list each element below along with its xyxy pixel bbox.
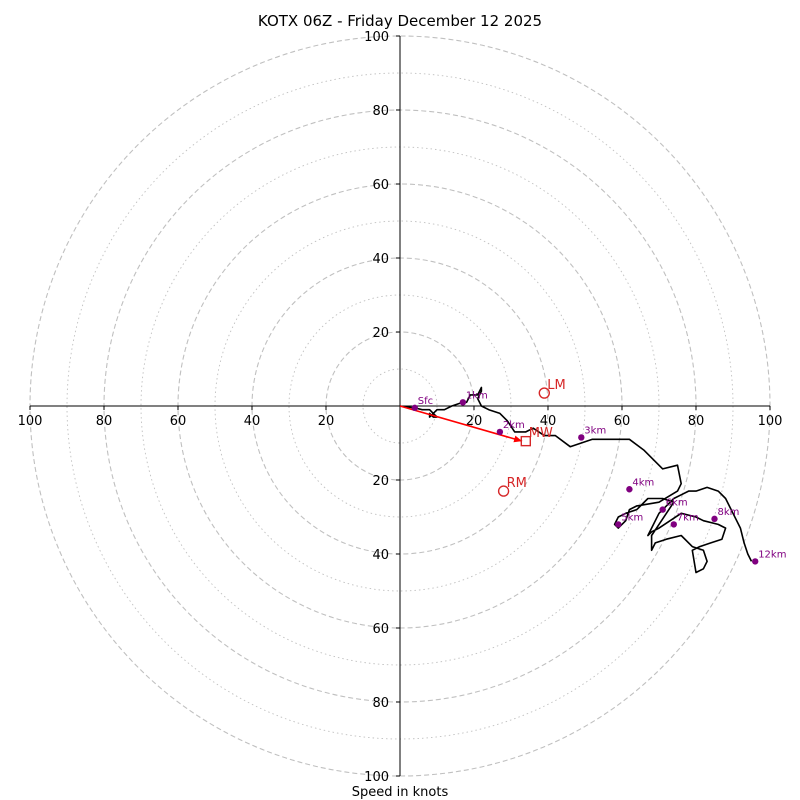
- x-axis-label: Speed in knots: [352, 785, 449, 800]
- height-label-4km: 4km: [632, 477, 654, 488]
- x-tick-label: 20: [466, 414, 483, 429]
- height-marker-1km: [459, 399, 467, 406]
- height-label-3km: 3km: [584, 425, 606, 436]
- x-tick-label: 40: [244, 414, 261, 429]
- storm-motion-rm-marker: [497, 485, 510, 497]
- y-tick-label: 40: [372, 548, 389, 563]
- y-tick-label: 20: [372, 474, 389, 489]
- x-tick-label: 60: [614, 414, 631, 429]
- storm-motion-lm-label: LM: [547, 378, 565, 393]
- y-tick-label: 60: [372, 178, 389, 193]
- x-tick-label: 80: [96, 414, 113, 429]
- x-tick-label: 60: [170, 414, 187, 429]
- height-marker-6km: [659, 506, 666, 513]
- x-tick-label: 100: [758, 414, 783, 429]
- height-marker-8km: [711, 515, 718, 523]
- height-markers: Sfc 1km 2km 3km 4km 5km 6km 7km 8km 12km: [411, 390, 786, 565]
- x-tick-label: 40: [540, 414, 557, 429]
- height-label-8km: 8km: [718, 507, 740, 518]
- height-marker-12km: [752, 558, 759, 565]
- storm-motion-mw-marker: [520, 435, 531, 447]
- y-tick-label: 100: [364, 30, 389, 45]
- storm-motion-lm-marker: [538, 387, 550, 399]
- x-tick-label: 20: [318, 414, 335, 429]
- height-marker-4km: [626, 486, 633, 493]
- height-label-7km: 7km: [677, 512, 699, 523]
- y-tick-label: 20: [372, 326, 389, 341]
- height-label-12km: 12km: [758, 549, 786, 560]
- height-label-5km: 5km: [621, 512, 643, 523]
- y-tick-label: 100: [364, 770, 389, 785]
- x-tick-label: 80: [688, 414, 705, 429]
- height-label-sfc: Sfc: [418, 396, 433, 407]
- storm-motion-arrowhead: [513, 435, 523, 443]
- storm-motion-rm-label: RM: [507, 476, 527, 491]
- y-tick-label: 80: [372, 104, 389, 119]
- chart-title: KOTX 06Z - Friday December 12 2025: [258, 12, 542, 30]
- height-marker-3km: [578, 434, 585, 441]
- x-tick-label: 100: [18, 414, 43, 429]
- y-tick-label: 60: [372, 622, 389, 637]
- height-marker-sfc: [411, 404, 418, 412]
- hodograph-line: [399, 386, 753, 574]
- height-marker-5km: [615, 521, 622, 528]
- height-label-2km: 2km: [503, 420, 525, 431]
- height-label-1km: 1km: [466, 390, 488, 401]
- storm-motion-vector: [399, 405, 523, 442]
- height-marker-7km: [670, 521, 677, 528]
- hodograph-series: [399, 386, 753, 574]
- y-tick-label: 40: [372, 252, 389, 267]
- y-tick-label: 80: [372, 696, 389, 711]
- storm-motion-mw-label: MW: [529, 426, 553, 441]
- storm-motion-markers: LM MW RM: [497, 378, 566, 497]
- height-marker-2km: [496, 428, 504, 436]
- tick-labels: 100 80 60 40 20 20 40 60 80 100 100 80 60 40 20 20 40 60 8…: [18, 30, 783, 785]
- height-label-6km: 6km: [666, 498, 688, 509]
